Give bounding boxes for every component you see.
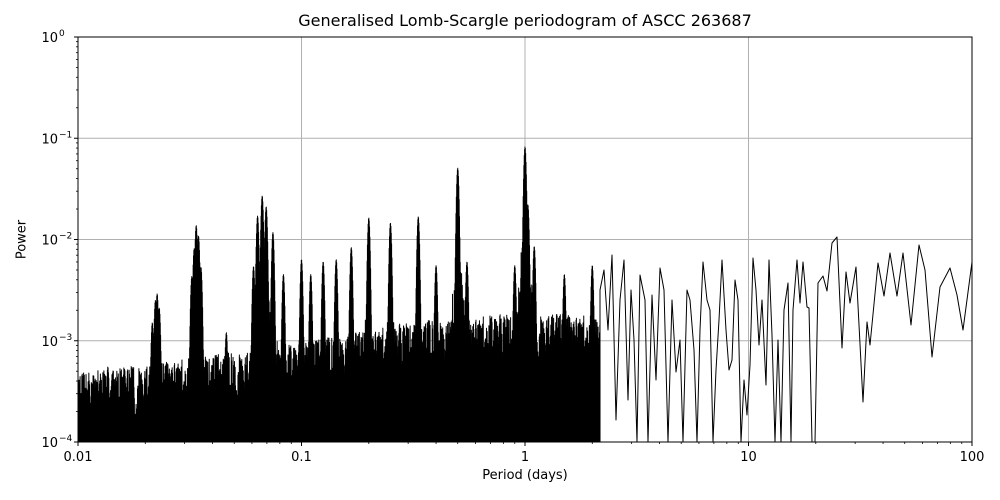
- y-tick-exponent: −3: [59, 333, 72, 343]
- y-tick-exponent: 0: [59, 29, 65, 39]
- x-axis-label: Period (days): [482, 468, 568, 483]
- power-series-line: [78, 146, 972, 442]
- y-tick-label: 10: [41, 436, 58, 451]
- y-tick-exponent: −2: [59, 232, 72, 242]
- x-tick-label: 100: [960, 450, 985, 465]
- x-axis-ticks: 0.01 0.1 1 10 100: [64, 442, 985, 465]
- chart-title: Generalised Lomb-Scargle periodogram of …: [298, 11, 752, 30]
- y-tick-label: 10: [41, 234, 58, 249]
- y-tick-label: 10: [41, 132, 58, 147]
- y-tick-label: 10: [41, 335, 58, 350]
- y-tick-exponent: −4: [59, 434, 73, 444]
- x-tick-label: 10: [740, 450, 757, 465]
- y-tick-label: 10: [41, 31, 58, 46]
- x-tick-label: 0.01: [64, 450, 93, 465]
- x-tick-label: 0.1: [291, 450, 312, 465]
- y-tick-exponent: −1: [59, 130, 72, 140]
- x-tick-label: 1: [521, 450, 529, 465]
